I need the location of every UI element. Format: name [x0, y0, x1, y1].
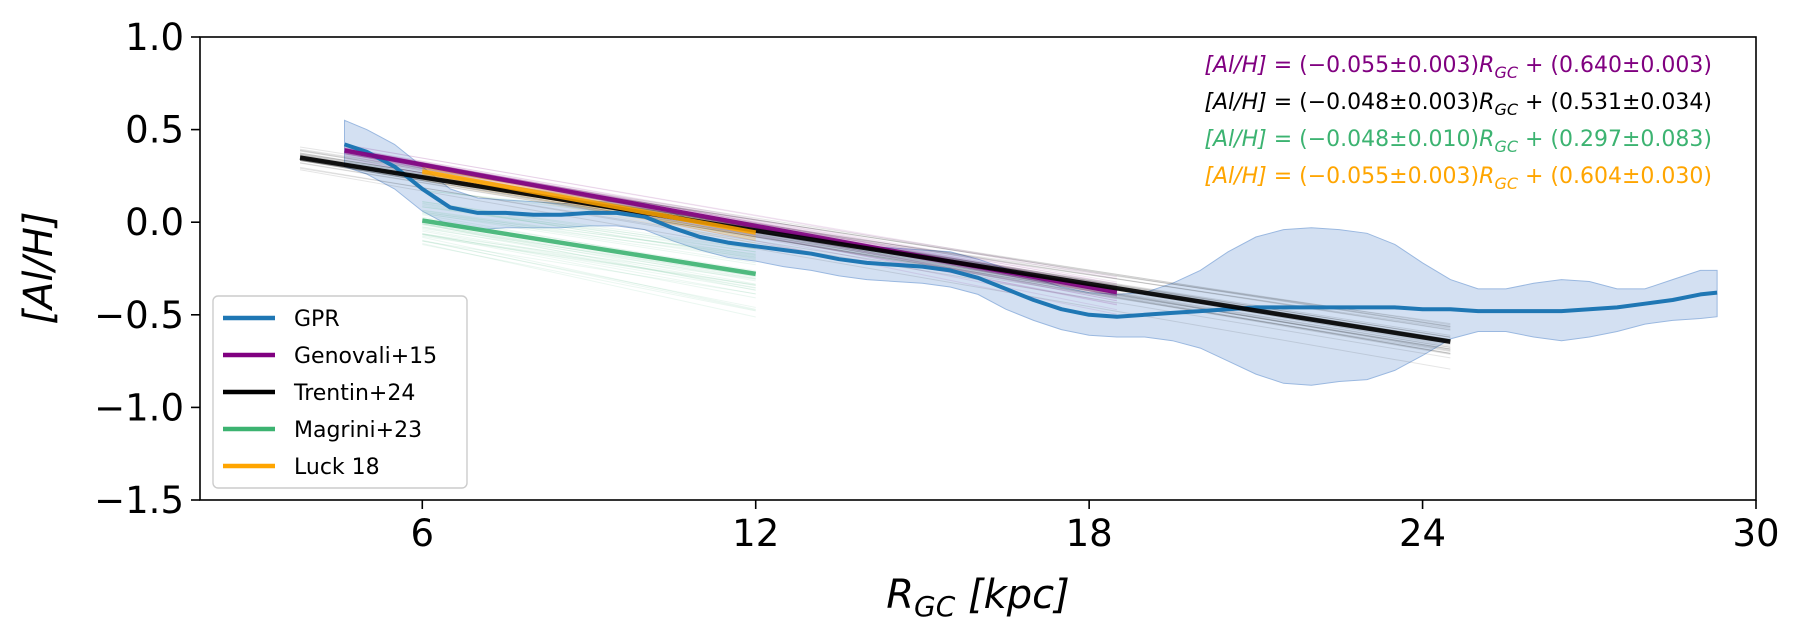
fan-line — [299, 169, 1451, 370]
legend-label: GPR — [294, 307, 340, 332]
x-axis-label: RGC [kpc] — [886, 572, 1070, 623]
line-trentin-24 — [299, 155, 1451, 344]
fan-line — [299, 159, 1451, 354]
legend: GPR Genovali+15 Trentin+24 Magrini+23 Luck 1… — [212, 295, 468, 489]
x-tick-label: 30 — [1732, 512, 1779, 555]
equation-annotation: [Al/H] = (−0.048±0.010)RGC + (0.297±0.08… — [1204, 127, 1712, 156]
fan-line — [422, 212, 756, 266]
fan-line — [422, 213, 756, 259]
legend-label: Trentin+24 — [293, 381, 415, 406]
fan-line — [422, 227, 756, 280]
legend-label: Luck 18 — [294, 455, 380, 480]
fan-line — [422, 200, 756, 253]
x-tick-label: 12 — [732, 512, 779, 555]
legend-label: Genovali+15 — [294, 344, 437, 369]
y-tick-label: 0.5 — [125, 109, 184, 152]
y-tick-label: 0.0 — [125, 201, 184, 244]
fan-line — [422, 234, 756, 286]
fan-line — [422, 226, 756, 277]
legend-frame — [212, 295, 468, 489]
legend-label: Magrini+23 — [294, 418, 422, 443]
fan-line — [344, 144, 1118, 279]
fan-line — [299, 162, 1451, 350]
axes-ticks: 6 12 18 24 30 1.0 0.5 0.0 −0.5 −1.0 −1.5 — [94, 16, 1779, 555]
fan-line — [422, 216, 756, 272]
x-tick-label: 6 — [411, 512, 435, 555]
fan-line — [299, 159, 1451, 350]
line-magrini-23 — [421, 218, 757, 277]
equation-annotation: [Al/H] = (−0.055±0.003)RGC + (0.604±0.03… — [1204, 164, 1712, 193]
fan-line — [422, 211, 756, 264]
fan-line — [422, 209, 756, 257]
fan-line — [422, 224, 756, 279]
fan-line — [422, 223, 756, 285]
fan-line — [422, 230, 756, 289]
fan-line — [422, 233, 756, 291]
y-tick-label: −1.0 — [94, 386, 184, 429]
y-axis-label: [Al/H] — [16, 211, 62, 324]
fan-line — [422, 233, 756, 299]
x-tick-label: 24 — [1399, 512, 1446, 555]
fan-line — [344, 152, 1118, 296]
fan-line — [344, 148, 1118, 288]
fan-line — [344, 147, 1118, 285]
line-luck-18 — [421, 169, 757, 235]
x-tick-label: 18 — [1066, 512, 1113, 555]
plot-area — [299, 119, 1718, 386]
fan-line — [422, 236, 756, 310]
fan-line — [422, 223, 756, 291]
fan-line — [422, 232, 756, 295]
fan-line — [422, 240, 756, 308]
fan-line — [299, 150, 1451, 326]
annotations: [Al/H] = (−0.055±0.003)RGC + (0.640±0.00… — [1204, 53, 1712, 193]
fan-line — [299, 160, 1451, 348]
fan-line — [422, 229, 756, 289]
fan-line — [422, 240, 756, 295]
fan-line — [422, 243, 756, 318]
fan-line — [344, 152, 1118, 296]
fan-line — [344, 147, 1118, 289]
fan-line — [299, 167, 1451, 352]
plot-frame — [199, 36, 1757, 501]
fan-line — [422, 201, 756, 250]
fan-line — [422, 211, 756, 255]
fan-line — [344, 148, 1118, 285]
y-tick-label: −0.5 — [94, 294, 184, 337]
fan-line — [299, 162, 1451, 350]
fan-line — [344, 147, 1118, 283]
fan-line — [344, 148, 1118, 287]
fan-line — [422, 233, 756, 280]
fan-line — [422, 210, 756, 261]
fan-line — [422, 222, 756, 282]
fan-line — [422, 190, 756, 225]
fan-line — [422, 239, 756, 311]
equation-annotation: [Al/H] = (−0.055±0.003)RGC + (0.640±0.00… — [1204, 53, 1712, 82]
fan-line — [299, 159, 1451, 355]
fan-line — [422, 244, 756, 312]
fan-line — [299, 158, 1451, 355]
fan-line — [422, 223, 756, 278]
y-tick-label: −1.5 — [94, 479, 184, 522]
y-tick-label: 1.0 — [125, 16, 184, 59]
fan-line — [344, 144, 1118, 278]
fan-line — [422, 226, 756, 287]
equation-annotation: [Al/H] = (−0.048±0.003)RGC + (0.531±0.03… — [1204, 90, 1712, 119]
fan-line — [344, 148, 1118, 289]
fan-line — [422, 177, 756, 241]
gpr-line — [343, 142, 1718, 319]
fan-line — [422, 235, 756, 286]
